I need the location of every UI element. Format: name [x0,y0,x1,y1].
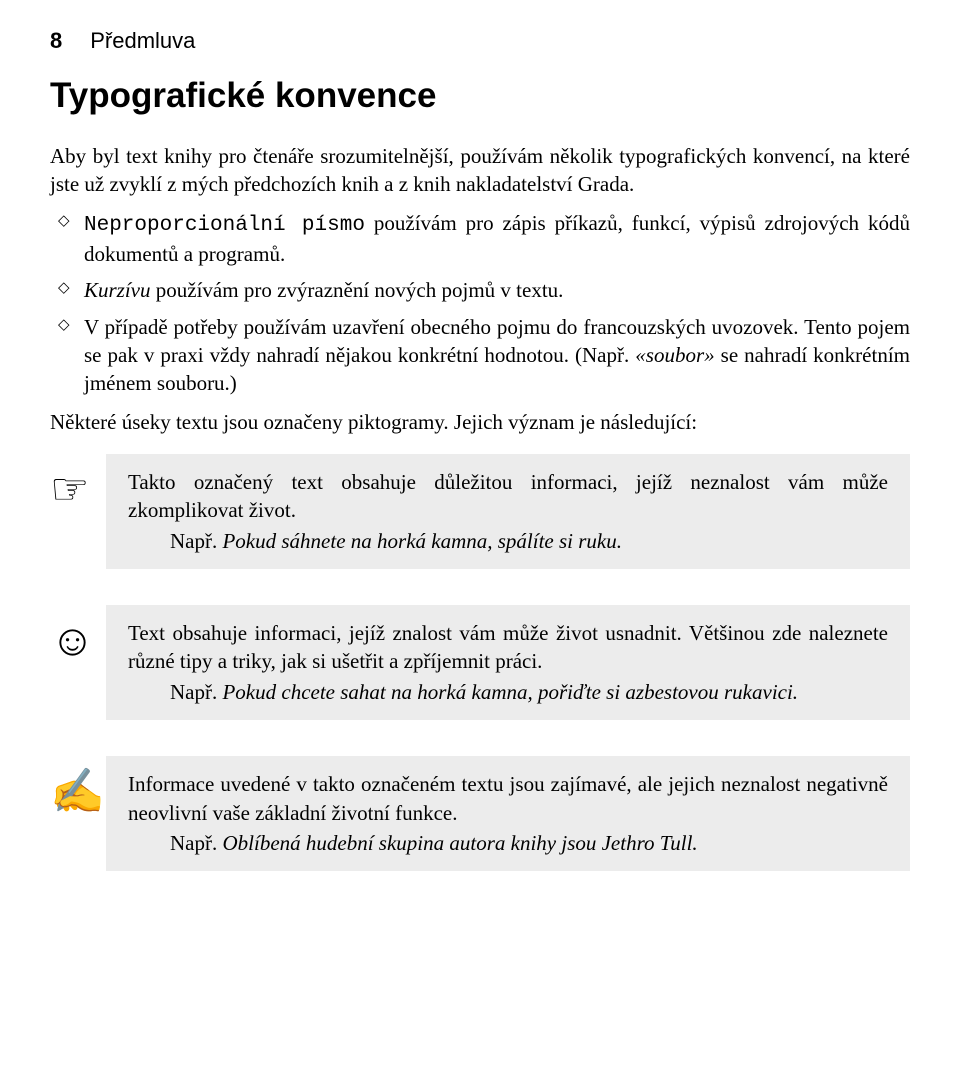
callout-example: Např. Pokud chcete sahat na horká kamna,… [128,678,888,706]
list-item: V případě potřeby používám uzavření obec… [50,313,910,398]
running-header: 8 Předmluva [50,28,910,54]
example-label: Např. [170,680,222,704]
section-title: Typografické konvence [50,76,910,116]
callout-body: Takto označený text obsahuje důležitou i… [106,454,910,569]
example-label: Např. [170,831,222,855]
intro-paragraph: Aby byl text knihy pro čtenáře srozumite… [50,142,910,199]
chapter-name: Předmluva [90,28,195,53]
monospace-term: Neproporcionální písmo [84,214,365,237]
list-item: Kurzívu používám pro zvýraznění nových p… [50,276,910,304]
example-label: Např. [170,529,222,553]
list-item-text: používám pro zvýraznění nových pojmů v t… [151,278,564,302]
callout-body: Text obsahuje informaci, jejíž znalost v… [106,605,910,720]
callout-note: ✍ Informace uvedené v takto označeném te… [50,756,910,871]
pictogram-intro: Některé úseky textu jsou označeny piktog… [50,408,910,436]
page-number: 8 [50,28,62,53]
callout-text: Text obsahuje informaci, jejíž znalost v… [128,621,888,673]
document-page: 8 Předmluva Typografické konvence Aby byl… [0,0,960,1087]
list-item: Neproporcionální písmo používám pro zápi… [50,209,910,269]
callout-tip: ☺ Text obsahuje informaci, jejíž znalost… [50,605,910,720]
callout-text: Informace uvedené v takto označeném text… [128,772,888,824]
callout-text: Takto označený text obsahuje důležitou i… [128,470,888,522]
callout-example: Např. Oblíbená hudební skupina autora kn… [128,829,888,857]
example-text: Pokud sáhnete na horká kamna, spálíte si… [222,529,622,553]
example-text: Pokud chcete sahat na horká kamna, pořiď… [222,680,798,704]
callout-important: ☞ Takto označený text obsahuje důležitou… [50,454,910,569]
italic-term: Kurzívu [84,278,151,302]
smiley-icon: ☺ [50,605,106,663]
writing-hand-icon: ✍ [50,756,106,814]
convention-list: Neproporcionální písmo používám pro zápi… [50,209,910,398]
callout-body: Informace uvedené v takto označeném text… [106,756,910,871]
guillemet-term: «soubor» [635,343,714,367]
callout-example: Např. Pokud sáhnete na horká kamna, spál… [128,527,888,555]
example-text: Oblíbená hudební skupina autora knihy js… [222,831,697,855]
pointing-hand-icon: ☞ [50,454,106,512]
